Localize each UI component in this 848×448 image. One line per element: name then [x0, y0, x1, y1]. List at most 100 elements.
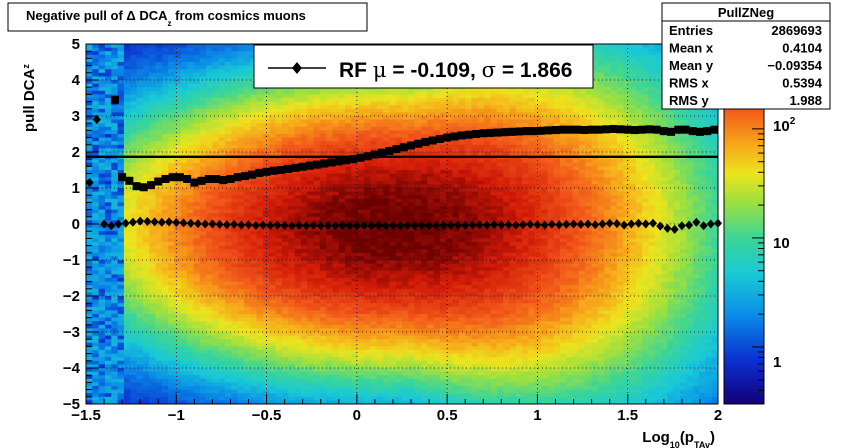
heatmap-cell — [376, 346, 384, 351]
heatmap-cell — [281, 159, 289, 164]
heatmap-cell — [345, 278, 352, 282]
heatmap-cell — [351, 296, 359, 300]
heatmap-cell — [395, 252, 403, 257]
heatmap-cell — [313, 130, 321, 135]
heatmap-cell — [269, 393, 276, 398]
heatmap-cell — [123, 83, 131, 88]
heatmap-cell — [275, 296, 283, 300]
heatmap-cell — [86, 285, 93, 290]
heatmap-cell — [364, 288, 371, 293]
heatmap-cell — [174, 44, 182, 48]
heatmap-cell — [231, 314, 239, 318]
heatmap-cell — [142, 69, 150, 74]
heatmap-cell — [155, 306, 163, 311]
heatmap-cell — [86, 342, 93, 347]
heatmap-cell — [370, 231, 378, 236]
heatmap-cell — [250, 299, 258, 304]
heatmap-cell — [149, 51, 156, 56]
heatmap-cell — [136, 267, 144, 272]
heatmap-cell — [130, 324, 137, 329]
heatmap-cell — [130, 386, 137, 390]
heatmap-cell — [168, 339, 175, 344]
heatmap-cell — [86, 130, 93, 135]
heatmap-cell — [294, 393, 302, 398]
heatmap-cell — [338, 288, 346, 293]
heatmap-cell — [161, 105, 169, 110]
heatmap-cell — [370, 206, 378, 210]
heatmap-cell — [98, 137, 106, 142]
heatmap-cell — [98, 267, 106, 272]
heatmap-cell — [136, 76, 144, 81]
heatmap-cell — [218, 72, 226, 77]
heatmap-cell — [395, 296, 403, 300]
heatmap-cell — [187, 324, 194, 329]
heatmap-cell — [395, 98, 403, 102]
heatmap-cell — [389, 263, 397, 268]
heatmap-cell — [357, 285, 365, 290]
heatmap-cell — [187, 371, 194, 376]
heatmap-cell — [395, 249, 403, 254]
heatmap-cell — [288, 159, 295, 164]
heatmap-cell — [281, 339, 289, 344]
heatmap-cell — [155, 87, 163, 92]
heatmap-cell — [269, 328, 276, 333]
heatmap-cell — [269, 94, 276, 99]
heatmap-cell — [389, 87, 397, 92]
heatmap-cell — [237, 324, 245, 329]
heatmap-cell — [345, 393, 352, 398]
heatmap-cell — [155, 80, 163, 84]
heatmap-cell — [288, 112, 295, 117]
heatmap-cell — [300, 195, 308, 200]
heatmap-cell — [92, 396, 100, 401]
heatmap-cell — [136, 310, 144, 315]
heatmap-cell — [351, 332, 359, 336]
heatmap-cell — [281, 389, 289, 394]
heatmap-cell — [130, 65, 137, 70]
heatmap-cell — [174, 314, 182, 318]
heatmap-cell — [281, 393, 289, 398]
heatmap-cell — [180, 141, 188, 146]
heatmap-cell — [376, 324, 384, 329]
heatmap-cell — [250, 382, 258, 387]
heatmap-cell — [130, 252, 137, 257]
heatmap-cell — [294, 173, 302, 178]
heatmap-cell — [275, 159, 283, 164]
heatmap-cell — [123, 364, 131, 369]
heatmap-cell — [117, 342, 125, 347]
heatmap-cell — [395, 299, 403, 304]
heatmap-cell — [155, 98, 163, 102]
heatmap-cell — [98, 209, 106, 214]
heatmap-cell — [250, 317, 258, 322]
heatmap-cell — [206, 306, 213, 311]
heatmap-cell — [123, 234, 131, 239]
heatmap-cell — [104, 400, 112, 405]
heatmap-cell — [174, 105, 182, 110]
heatmap-cell — [244, 62, 251, 66]
heatmap-cell — [338, 231, 346, 236]
heatmap-cell — [130, 209, 137, 214]
heatmap-cell — [212, 209, 220, 214]
heatmap-cell — [155, 328, 163, 333]
heatmap-cell — [98, 357, 106, 362]
heatmap-cell — [199, 378, 207, 383]
heatmap-cell — [142, 123, 150, 128]
heatmap-cell — [250, 105, 258, 110]
heatmap-cell — [174, 339, 182, 344]
heatmap-cell — [357, 249, 365, 254]
heatmap-cell — [275, 216, 283, 221]
heatmap-cell — [307, 393, 314, 398]
heatmap-cell — [376, 332, 384, 336]
heatmap-cell — [364, 371, 371, 376]
heatmap-cell — [206, 342, 213, 347]
heatmap-cell — [225, 360, 232, 365]
heatmap-cell — [237, 285, 245, 290]
heatmap-cell — [357, 130, 365, 135]
heatmap-cell — [187, 389, 194, 394]
heatmap-cell — [123, 306, 131, 311]
heatmap-cell — [111, 393, 118, 398]
heatmap-cell — [250, 90, 258, 95]
heatmap-cell — [168, 123, 175, 128]
heatmap-cell — [174, 292, 182, 297]
heatmap-cell — [86, 324, 93, 329]
heatmap-cell — [155, 198, 163, 203]
